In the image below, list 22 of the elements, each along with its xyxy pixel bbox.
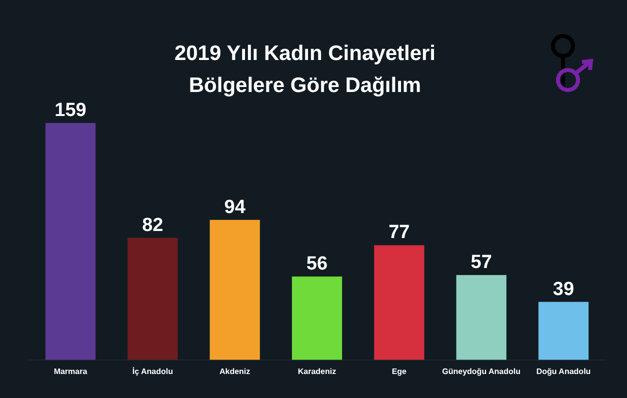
- bar: [45, 123, 96, 360]
- x-tick-label: Marmara: [54, 367, 88, 376]
- data-label: 82: [142, 214, 164, 236]
- data-label: 56: [306, 254, 328, 275]
- bar: [374, 245, 424, 360]
- bar: [456, 275, 506, 360]
- data-label: 57: [470, 252, 492, 274]
- x-tick-label: Doğu Anadolu: [536, 367, 591, 376]
- bar: [128, 238, 178, 360]
- x-tick-label: Akdeniz: [219, 367, 250, 376]
- bar: [538, 302, 589, 360]
- x-tick-label: Karadeniz: [298, 367, 336, 376]
- bar: [210, 220, 260, 360]
- x-tick-label: Ege: [392, 367, 408, 376]
- data-label: 39: [552, 278, 574, 300]
- data-label: 94: [224, 196, 246, 218]
- data-label: 159: [54, 100, 86, 121]
- chart-title: 2019 Yılı Kadın Cinayetleri Bölgelere Göre Dağılım: [174, 42, 436, 97]
- data-label: 77: [388, 222, 410, 244]
- x-tick-label: İç Anadolu: [132, 367, 174, 376]
- x-tick-label: Güneydoğu Anadolu: [442, 367, 521, 376]
- bar: [292, 276, 342, 360]
